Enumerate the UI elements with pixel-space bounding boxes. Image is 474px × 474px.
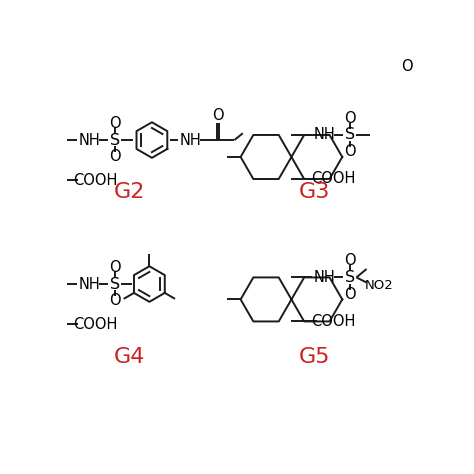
Text: O: O bbox=[109, 149, 121, 164]
Text: COOH: COOH bbox=[311, 314, 356, 329]
Text: NO2: NO2 bbox=[365, 279, 393, 292]
Text: O: O bbox=[211, 108, 223, 123]
Text: NH: NH bbox=[313, 270, 335, 285]
Text: G2: G2 bbox=[114, 182, 146, 201]
Text: O: O bbox=[401, 59, 413, 73]
Text: G5: G5 bbox=[299, 347, 330, 367]
Text: O: O bbox=[345, 110, 356, 126]
Text: O: O bbox=[109, 116, 121, 131]
Text: S: S bbox=[110, 133, 120, 147]
Text: NH: NH bbox=[180, 133, 201, 147]
Text: COOH: COOH bbox=[73, 173, 118, 188]
Text: G4: G4 bbox=[114, 347, 146, 367]
Text: O: O bbox=[345, 145, 356, 159]
Text: S: S bbox=[110, 276, 120, 292]
Text: O: O bbox=[109, 260, 121, 274]
Text: COOH: COOH bbox=[311, 172, 356, 186]
Text: NH: NH bbox=[78, 276, 100, 292]
Text: O: O bbox=[345, 253, 356, 268]
Text: O: O bbox=[109, 293, 121, 309]
Text: NH: NH bbox=[78, 133, 100, 147]
Text: S: S bbox=[345, 270, 356, 285]
Text: COOH: COOH bbox=[73, 317, 118, 332]
Text: NH: NH bbox=[313, 128, 335, 143]
Text: G3: G3 bbox=[299, 182, 330, 201]
Text: S: S bbox=[345, 128, 356, 143]
Text: O: O bbox=[345, 287, 356, 302]
